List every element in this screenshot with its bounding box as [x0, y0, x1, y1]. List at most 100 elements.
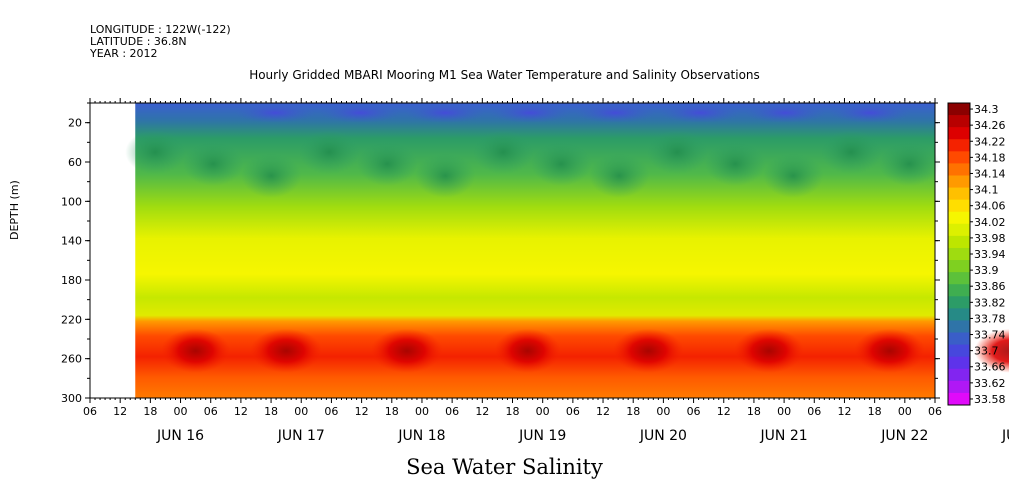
colorbar-swatch-14: [948, 272, 970, 285]
x-hour-label-18: 18: [626, 405, 640, 418]
colorbar-swatch-24: [948, 392, 970, 406]
chart-title: Hourly Gridded MBARI Mooring M1 Sea Wate…: [249, 68, 760, 82]
colorbar-swatch-9: [948, 211, 970, 225]
longitude-label: LONGITUDE : 122W(-122): [90, 23, 231, 36]
x-hour-label-17: 12: [596, 405, 610, 418]
colorbar-label-0: 34.3: [974, 103, 999, 116]
x-day-label-7: JUN 23: [1001, 428, 1009, 444]
upper-patch-8: [589, 153, 650, 198]
x-day-label-4: JUN 20: [639, 428, 687, 444]
colorbar-label-12: 33.82: [974, 296, 1006, 309]
surface-patch-0: [235, 102, 316, 123]
x-hour-label-24: 06: [807, 405, 821, 418]
surface-patch-1: [320, 102, 401, 123]
x-hour-label-27: 00: [898, 405, 912, 418]
y-tick-label-0: 20: [68, 117, 82, 130]
surface-patch-6: [745, 102, 826, 123]
colorbar-label-18: 33.58: [974, 393, 1006, 406]
colorbar-label-11: 33.86: [974, 280, 1006, 293]
upper-patch-6: [473, 130, 534, 175]
x-day-label-0: JUN 16: [156, 428, 204, 444]
colorbar-label-9: 33.94: [974, 248, 1006, 261]
x-hour-label-20: 06: [687, 405, 701, 418]
upper-patch-5: [415, 153, 476, 198]
x-day-label-1: JUN 17: [277, 428, 325, 444]
x-hour-label-12: 06: [445, 405, 459, 418]
colorbar-label-4: 34.14: [974, 167, 1006, 180]
colorbar-swatch-2: [948, 127, 970, 140]
colorbar-swatch-5: [948, 163, 970, 176]
salinity-max-0: [161, 328, 231, 373]
upper-patch-4: [357, 141, 418, 186]
colorbar-swatch-0: [948, 103, 970, 116]
colorbar-swatch-4: [948, 151, 970, 164]
surface-patch-2: [405, 102, 486, 123]
colorbar-label-2: 34.22: [974, 135, 1006, 148]
upper-patch-12: [821, 130, 882, 175]
salinity-max-7: [974, 328, 1009, 373]
y-tick-label-1: 60: [68, 156, 82, 169]
x-hour-label-19: 00: [656, 405, 670, 418]
x-hour-label-21: 12: [717, 405, 731, 418]
x-hour-label-14: 18: [506, 405, 520, 418]
colorbar-swatch-6: [948, 175, 970, 189]
y-tick-label-2: 100: [61, 195, 82, 208]
surface-patch-5: [660, 102, 741, 123]
colorbar-swatch-21: [948, 356, 970, 370]
surface-patch-3: [490, 102, 571, 123]
y-tick-label-7: 300: [61, 392, 82, 405]
colorbar-swatch-10: [948, 223, 970, 237]
latitude-label: LATITUDE : 36.8N: [90, 35, 187, 48]
colorbar-swatch-8: [948, 199, 970, 213]
colorbar-swatch-23: [948, 380, 970, 394]
x-day-label-6: JUN 22: [880, 428, 928, 444]
salinity-max-5: [734, 328, 804, 373]
colorbar-label-1: 34.26: [974, 119, 1006, 132]
colorbar-swatch-1: [948, 115, 970, 128]
colorbar-label-5: 34.1: [974, 184, 999, 197]
colorbar-swatch-12: [948, 247, 970, 261]
y-tick-label-3: 140: [61, 235, 82, 248]
upper-patch-3: [299, 130, 360, 175]
salinity-max-6: [854, 328, 926, 373]
upper-patch-11: [763, 153, 824, 198]
x-hour-label-5: 12: [234, 405, 248, 418]
x-hour-label-6: 18: [264, 405, 278, 418]
x-hour-label-11: 00: [415, 405, 429, 418]
salinity-max-4: [612, 328, 684, 373]
x-hour-label-10: 18: [385, 405, 399, 418]
x-hour-label-9: 12: [355, 405, 369, 418]
x-day-label-2: JUN 18: [397, 428, 445, 444]
colorbar-label-17: 33.62: [974, 377, 1006, 390]
colorbar-swatch-17: [948, 308, 970, 321]
x-hour-label-23: 00: [777, 405, 791, 418]
colorbar-swatch-3: [948, 139, 970, 152]
x-hour-label-25: 12: [837, 405, 851, 418]
surface-patch-4: [575, 102, 656, 123]
upper-patch-13: [879, 141, 940, 186]
upper-patch-9: [647, 130, 708, 175]
salinity-max-2: [370, 328, 443, 373]
x-hour-label-1: 12: [113, 405, 127, 418]
salinity-max-3: [494, 328, 561, 373]
colorbar-label-3: 34.18: [974, 151, 1006, 164]
colorbar-swatch-7: [948, 187, 970, 201]
colorbar-label-10: 33.9: [974, 264, 999, 277]
upper-patch-1: [183, 141, 244, 186]
x-hour-label-22: 18: [747, 405, 761, 418]
upper-patch-2: [241, 153, 302, 198]
x-day-label-5: JUN 21: [760, 428, 808, 444]
upper-patch-10: [705, 141, 766, 186]
x-hour-label-2: 18: [143, 405, 157, 418]
colorbar-label-16: 33.66: [974, 361, 1006, 374]
year-label: YEAR : 2012: [90, 47, 158, 60]
colorbar-swatch-18: [948, 320, 970, 334]
x-hour-label-3: 00: [174, 405, 188, 418]
x-hour-label-8: 06: [324, 405, 338, 418]
colorbar-swatch-19: [948, 332, 970, 346]
x-hour-label-13: 12: [475, 405, 489, 418]
salinity-max-1: [250, 328, 323, 373]
colorbar-swatch-20: [948, 344, 970, 358]
y-tick-label-4: 180: [61, 274, 82, 287]
colorbar-swatch-15: [948, 284, 970, 297]
